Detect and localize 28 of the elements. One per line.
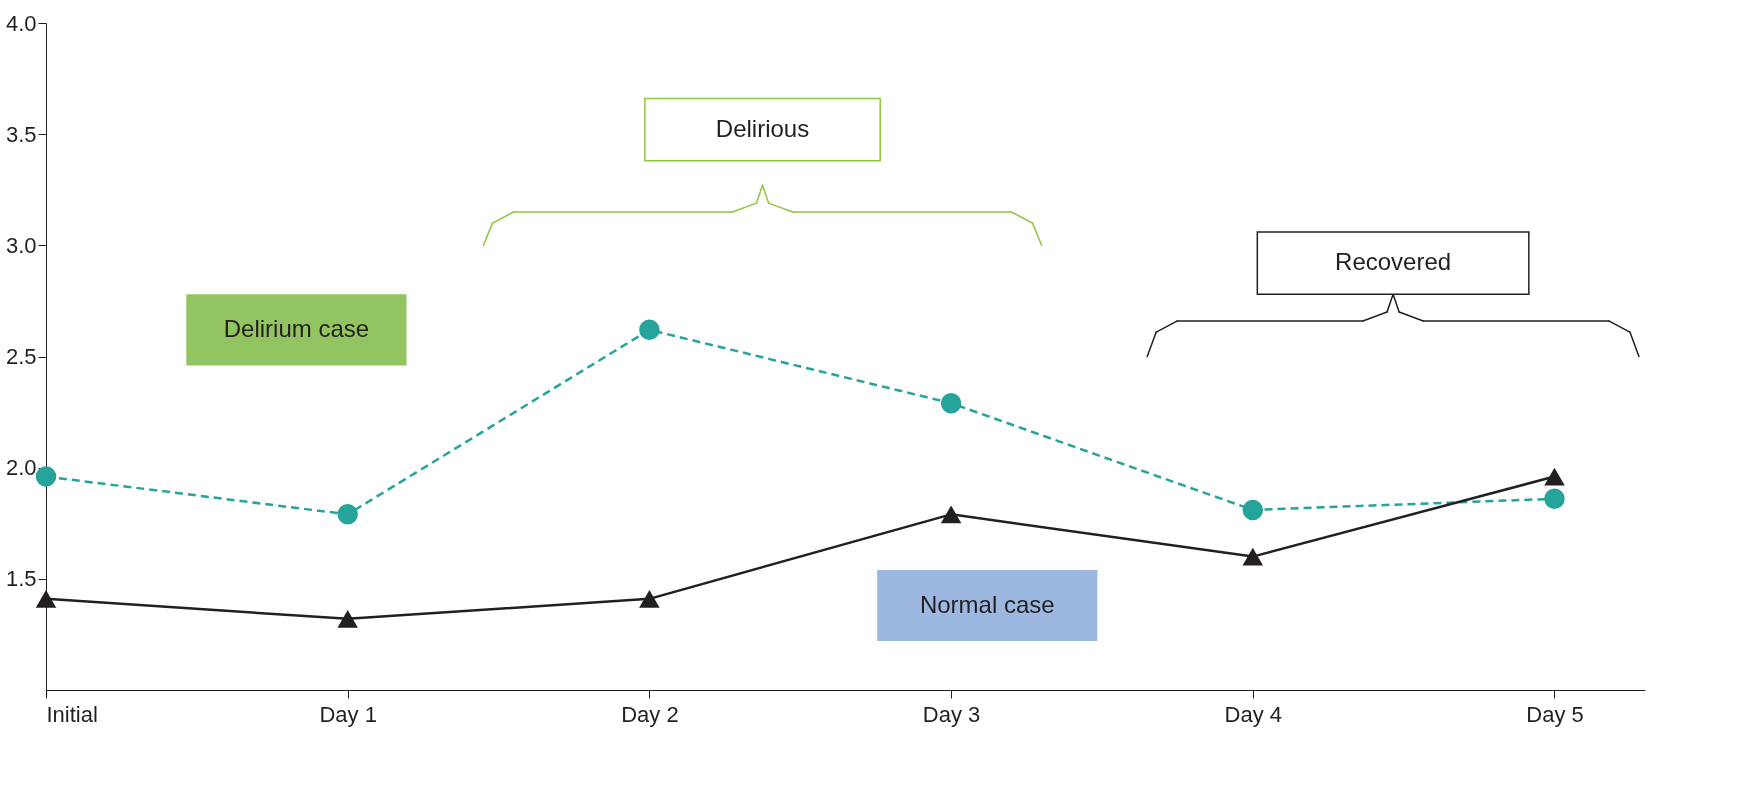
point xyxy=(1242,499,1264,521)
annotation: Delirium case xyxy=(223,314,370,342)
x-tick-label: Initial xyxy=(46,701,98,727)
y-tick-label: 1.5 xyxy=(5,566,37,592)
point xyxy=(337,504,358,525)
x-tick-label: Day 4 xyxy=(1224,701,1283,727)
y-tick-label: 2.0 xyxy=(5,455,37,481)
x-tick-label: Day 5 xyxy=(1526,701,1584,727)
y-tick-label: 3.0 xyxy=(5,232,37,258)
y-tick-label: 4.0 xyxy=(5,10,37,36)
point xyxy=(35,589,57,608)
point xyxy=(639,319,660,341)
point xyxy=(940,505,962,524)
annotation: Delirious xyxy=(715,114,810,142)
point xyxy=(639,589,660,608)
point xyxy=(337,609,358,628)
annotation: Normal case xyxy=(919,590,1055,618)
point xyxy=(940,392,962,414)
x-tick-label: Day 1 xyxy=(319,701,377,727)
y-tick-label: 3.5 xyxy=(5,121,37,147)
x-tick-label: Day 2 xyxy=(621,701,679,727)
x-tick-label: Day 3 xyxy=(922,701,981,727)
point xyxy=(1544,467,1565,486)
point xyxy=(1544,488,1565,510)
point xyxy=(1242,547,1264,566)
point xyxy=(35,466,57,487)
annotation: Recovered xyxy=(1335,248,1452,276)
y-tick-label: 2.5 xyxy=(5,344,37,369)
